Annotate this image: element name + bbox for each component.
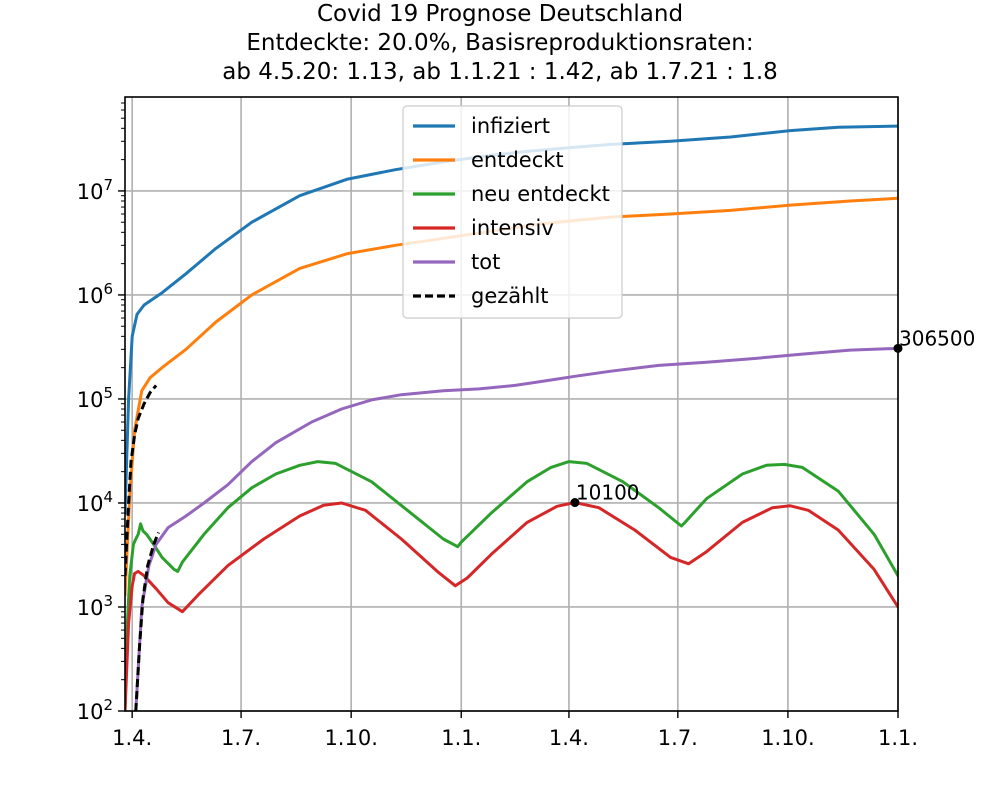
x-tick-label: 1.1.: [878, 726, 918, 750]
chart-title-line-1: Covid 19 Prognose Deutschland: [316, 1, 684, 27]
y-tick-label: 105: [77, 384, 113, 412]
legend-label: neu entdeckt: [471, 182, 610, 206]
axis-ticks: 1.4. 1.7. 1.10. 1.1. 1.4. 1.7. 1.10. 1.1. 102 103…: [77, 102, 918, 750]
x-tick-label: 1.7.: [221, 726, 261, 750]
series-line-infiziert: [125, 124, 898, 515]
legend-label: intensiv: [471, 216, 554, 240]
series-line-entdeckt: [125, 196, 898, 597]
y-tick-label: 106: [77, 280, 113, 308]
x-tick-label: 1.4.: [549, 726, 589, 750]
legend-box: [402, 105, 623, 319]
x-tick-label: 1.7.: [658, 726, 698, 750]
series-lines: [125, 124, 898, 711]
x-tick-label: 1.1.: [441, 726, 481, 750]
annotation-point: [570, 498, 580, 508]
chart-title-line-3: ab 4.5.20: 1.13, ab 1.1.21 : 1.42, ab 1.…: [222, 59, 778, 85]
y-tick-label: 102: [77, 696, 113, 724]
annotations: 306500 10100: [570, 326, 975, 508]
legend-label: infiziert: [471, 114, 550, 138]
chart-title-line-2: Entdeckte: 20.0%, Basisreproduktionsrate…: [246, 30, 754, 56]
series-line-tot: [134, 346, 898, 711]
annotation-label: 306500: [899, 326, 975, 350]
series-line-intensiv: [125, 501, 898, 711]
legend-label: entdeckt: [471, 148, 564, 172]
legend-label: gezählt: [471, 284, 549, 308]
y-tick-label: 104: [77, 488, 113, 516]
series-line-gezaehlt: [134, 531, 160, 711]
x-tick-label: 1.10.: [761, 726, 814, 750]
legend-label: tot: [471, 250, 500, 274]
series-line-neu-entdeckt: [125, 460, 898, 711]
x-tick-label: 1.4.: [112, 726, 152, 750]
annotation-label: 10100: [576, 481, 640, 505]
x-tick-label: 1.10.: [324, 726, 377, 750]
series-line-gezaehlt: [125, 384, 158, 576]
chart-title: Covid 19 Prognose Deutschland Entdeckte:…: [0, 0, 1000, 87]
y-tick-label: 107: [77, 176, 113, 204]
y-tick-label: 103: [77, 592, 113, 620]
legend: infiziert entdeckt neu entdeckt intensiv tot…: [402, 105, 623, 319]
